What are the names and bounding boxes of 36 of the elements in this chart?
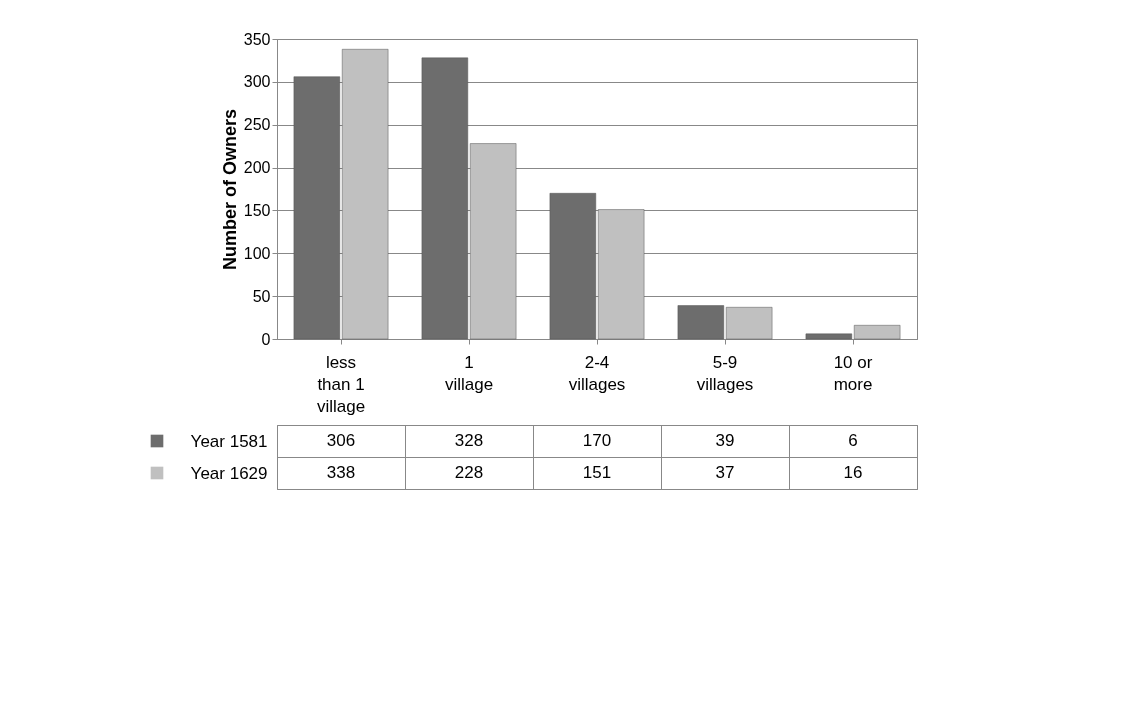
data-label: 151 [582, 463, 612, 482]
y-tick-label: 50 [252, 287, 271, 305]
data-label: 37 [715, 463, 735, 482]
data-label: 6 [848, 431, 858, 450]
bar [597, 209, 645, 340]
y-tick-label: 350 [243, 30, 271, 48]
data-label: 39 [715, 431, 735, 450]
y-tick-label: 100 [243, 244, 271, 262]
data-label: 306 [326, 431, 356, 450]
data-label: 328 [454, 431, 484, 450]
data-label: 338 [326, 463, 356, 482]
bar [677, 305, 725, 340]
bar [421, 57, 469, 340]
bar [549, 193, 597, 340]
x-tick-label: 5-9 villages [696, 352, 754, 394]
y-tick-label: 150 [243, 201, 271, 219]
y-tick-label: 0 [261, 330, 271, 348]
bar [469, 143, 517, 340]
bar [853, 325, 901, 340]
bar [341, 49, 389, 340]
x-tick-label: 1 village [444, 352, 494, 394]
data-label: 170 [582, 431, 612, 450]
x-tick-label: 10 or more [833, 352, 873, 394]
legend-label: Year 1629 [190, 463, 268, 483]
y-tick-label: 200 [243, 159, 271, 177]
y-tick-label: 250 [243, 116, 271, 134]
data-label: 16 [843, 463, 863, 482]
x-tick-label: less than 1 village [316, 352, 366, 416]
data-label: 228 [454, 463, 484, 482]
y-tick-label: 300 [243, 73, 271, 91]
y-axis-title: Number of Owners [219, 108, 240, 271]
bar [805, 333, 853, 340]
legend-label: Year 1581 [190, 431, 268, 451]
bar [725, 307, 773, 340]
x-tick-label: 2-4 villages [568, 352, 626, 394]
bar [293, 76, 341, 340]
